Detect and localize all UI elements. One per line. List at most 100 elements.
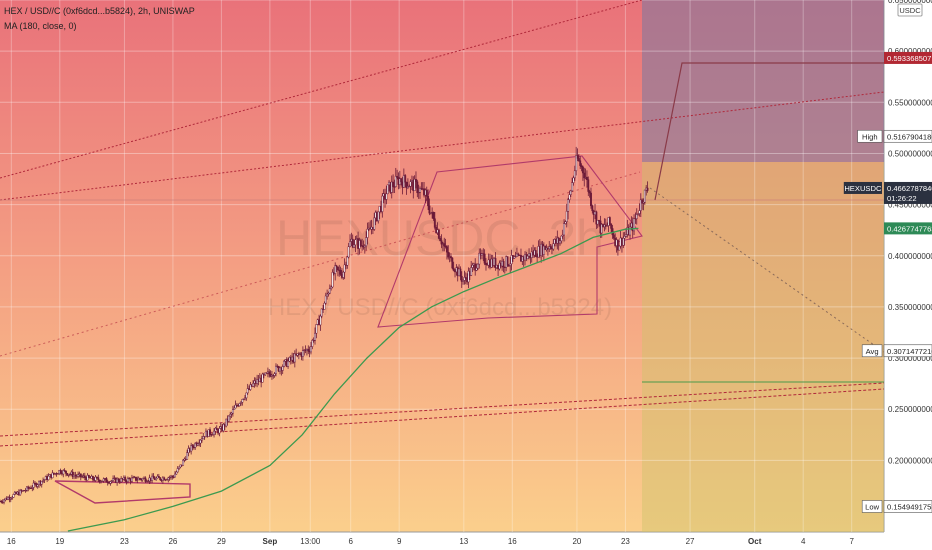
candle-body: [163, 477, 166, 481]
candle-body: [635, 214, 638, 219]
candle-body: [366, 228, 369, 238]
rising-support-line[interactable]: [0, 171, 641, 357]
candle-body: [97, 477, 100, 481]
candle-body: [324, 295, 327, 304]
candle-body: [36, 484, 39, 487]
candle-body: [526, 255, 529, 259]
candle-body: [43, 479, 46, 481]
candle-body: [159, 477, 162, 480]
candle-body: [452, 267, 455, 271]
channel-middle-line[interactable]: [0, 91, 885, 201]
candle-body: [616, 239, 619, 251]
candle-body: [222, 424, 225, 432]
candle-body: [42, 480, 45, 482]
ma-180-line[interactable]: [67, 227, 639, 532]
projection-path[interactable]: [654, 62, 884, 201]
y-tick-label: 0.4000000000: [888, 252, 932, 261]
candle-body: [575, 155, 578, 172]
candle-body: [65, 470, 67, 474]
candle-body: [209, 429, 211, 435]
candle-body: [405, 181, 408, 189]
y-tick-label: 0.6500000000: [888, 0, 932, 5]
y-tick-label: 0.3500000000: [888, 303, 932, 312]
x-tick-label: 19: [55, 537, 64, 546]
candle-body: [471, 264, 474, 268]
candle-body: [576, 155, 579, 159]
candle-body: [573, 170, 576, 179]
broadening-pattern[interactable]: [377, 155, 643, 328]
candle-body: [637, 213, 640, 215]
candle-body: [319, 315, 322, 326]
candle-body: [419, 188, 421, 193]
candle-body: [101, 480, 104, 482]
candle-body: [233, 407, 236, 410]
price-label-current: 0.4662787840: [887, 184, 932, 193]
candles[interactable]: [0, 146, 649, 505]
candle-body: [386, 184, 389, 195]
candle-body: [557, 237, 560, 244]
candle-body: [353, 244, 356, 248]
candle-body: [638, 210, 641, 214]
candle-body: [240, 402, 242, 404]
candle-body: [117, 478, 120, 482]
x-tick-label: 7: [849, 537, 854, 546]
candle-body: [335, 265, 338, 268]
candle-body: [315, 324, 318, 334]
candle-body: [506, 256, 509, 266]
candle-body: [91, 475, 94, 480]
candle-body: [141, 478, 144, 481]
long-trend-line-b[interactable]: [0, 388, 885, 447]
candle-body: [105, 478, 108, 483]
candle-body: [69, 473, 71, 476]
x-tick-label: Sep: [263, 537, 278, 546]
candle-body: [339, 270, 342, 275]
trend-lines[interactable]: [0, 0, 885, 447]
price-label-target-bg: [884, 51, 932, 64]
candle-body: [11, 497, 14, 499]
candle-body: [165, 479, 168, 481]
candle-body: [595, 211, 598, 225]
candle-body: [587, 179, 590, 192]
candle-body: [400, 178, 403, 183]
candle-body: [74, 474, 77, 477]
candle-body: [563, 223, 566, 236]
channel-upper-line[interactable]: [0, 0, 643, 179]
candle-body: [86, 475, 89, 481]
candle-body: [429, 212, 432, 214]
x-tick-label: 29: [217, 537, 226, 546]
candle-body: [56, 473, 59, 475]
candle-body: [218, 428, 221, 434]
candle-body: [577, 158, 580, 162]
candle-body: [136, 479, 139, 481]
candle-body: [287, 360, 290, 367]
x-tick-label: 23: [120, 537, 129, 546]
candle-body: [451, 257, 454, 269]
candle-body: [130, 477, 133, 482]
candle-body: [336, 266, 339, 271]
x-tick-label: 13: [459, 537, 468, 546]
candle-body: [464, 277, 467, 279]
candle-body: [513, 256, 516, 259]
candle-body: [9, 498, 12, 500]
candle-body: [467, 270, 470, 283]
time-axis-background: [0, 532, 932, 550]
candle-body: [475, 267, 478, 271]
candle-body: [642, 202, 645, 204]
candle-body: [433, 218, 436, 228]
candle-body: [40, 480, 43, 485]
candle-body: [390, 181, 393, 193]
candle-body: [157, 476, 160, 478]
candle-body: [200, 438, 203, 441]
candle-body: [238, 403, 241, 407]
ma-legend[interactable]: MA (180, close, 0): [4, 21, 77, 31]
candle-body: [234, 404, 237, 409]
candle-body: [629, 226, 631, 236]
long-trend-line-a[interactable]: [0, 382, 885, 437]
candle-body: [596, 220, 599, 225]
chart-legend-title[interactable]: HEX / USD//C (0xf6dcd...b5824), 2h, UNIS…: [4, 6, 195, 16]
candle-body: [328, 288, 331, 294]
candle-body: [32, 482, 35, 488]
candle-body: [572, 177, 575, 183]
